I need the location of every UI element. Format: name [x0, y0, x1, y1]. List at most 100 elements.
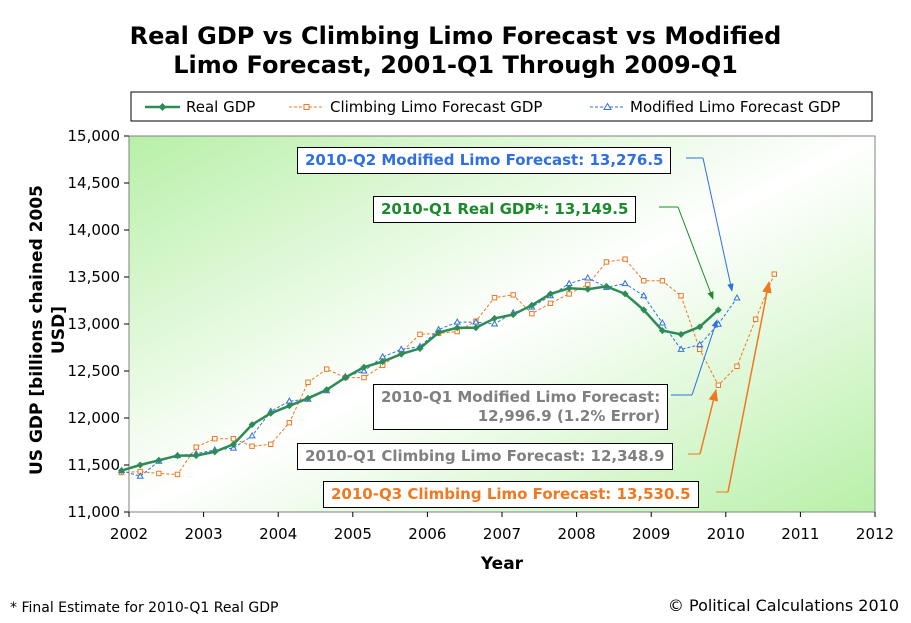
point-modified	[640, 291, 648, 299]
point-real	[640, 306, 648, 314]
point-real	[416, 344, 424, 352]
y-axis: 11,000 11,500 12,000 12,500 13,000 13,500 14,0…	[68, 127, 129, 521]
legend-label-real: Real GDP	[186, 98, 255, 116]
point-real	[435, 328, 443, 336]
point-climbing	[771, 271, 777, 277]
point-climbing	[491, 294, 498, 301]
point-real	[155, 456, 163, 464]
point-climbing	[696, 346, 703, 353]
point-climbing	[230, 435, 237, 442]
point-climbing	[752, 316, 759, 323]
legend-real: Real GDP	[145, 98, 255, 116]
credit: © Political Calculations 2010	[667, 596, 899, 615]
point-real	[229, 440, 237, 448]
y-tick-label: 13,500	[68, 268, 121, 286]
arrow-mod-q2-tip	[702, 157, 734, 292]
point-real	[192, 452, 200, 460]
x-axis: 2002 2003 2004 2005 2006 2007 2008 2009 2010 2011…	[110, 512, 894, 543]
y-tick-label: 13,000	[68, 315, 121, 333]
point-modified	[248, 431, 256, 439]
x-tick-label: 2012	[856, 525, 894, 543]
arrow-climb-q1-tip	[699, 388, 719, 455]
point-climbing	[510, 292, 516, 298]
annotation-arrows	[659, 157, 772, 493]
y-axis-title: US GDP [billions chained 2005 USD]	[27, 185, 69, 475]
series-group	[117, 256, 777, 479]
y-axis-title-line1: US GDP [billions chained 2005	[27, 185, 47, 475]
point-real	[584, 285, 592, 293]
legend-modified: Modified Limo Forecast GDP	[590, 98, 840, 116]
point-real	[453, 324, 461, 332]
chart-title-line2: Limo Forecast, 2001-Q1 Through 2009-Q1	[173, 51, 738, 79]
point-climbing	[547, 300, 554, 307]
annotation-mod-q1: 2010-Q1 Modified Limo Forecast: 12,996.9…	[373, 384, 669, 430]
point-climbing	[715, 382, 722, 388]
point-climbing	[286, 420, 293, 426]
series-line-climbing	[121, 258, 775, 475]
legend-label-modified: Modified Limo Forecast GDP	[630, 98, 840, 116]
x-tick-label: 2007	[483, 525, 521, 543]
x-tick-label: 2011	[781, 525, 819, 543]
point-modified	[584, 273, 592, 281]
point-real	[267, 409, 275, 417]
point-real	[304, 394, 312, 402]
point-climbing	[603, 259, 610, 265]
legend-climbing: Climbing Limo Forecast GDP	[289, 98, 542, 116]
point-climbing	[212, 435, 218, 442]
x-tick-label: 2008	[558, 525, 596, 543]
y-axis-title-line2: USD]	[49, 306, 69, 354]
point-real	[285, 402, 293, 410]
point-climbing	[268, 441, 274, 448]
x-tick-label: 2006	[408, 525, 446, 543]
point-modified	[136, 472, 144, 479]
point-real	[621, 290, 629, 298]
point-climbing	[249, 443, 255, 449]
y-tick-label: 12,500	[68, 362, 121, 380]
chart-title: Real GDP vs Climbing Limo Forecast vs Mo…	[0, 22, 911, 80]
point-climbing	[529, 310, 535, 317]
x-tick-label: 2004	[259, 525, 297, 543]
point-real	[360, 363, 368, 371]
point-real	[714, 306, 722, 314]
x-tick-label: 2002	[110, 525, 148, 543]
y-tick-label: 11,000	[68, 503, 121, 521]
point-modified	[696, 340, 704, 348]
x-tick-label: 2009	[632, 525, 670, 543]
chart-title-line1: Real GDP vs Climbing Limo Forecast vs Mo…	[129, 22, 782, 50]
point-modified	[677, 345, 685, 352]
point-real	[602, 282, 610, 290]
annotation-mod-q2: 2010-Q2 Modified Limo Forecast: 13,276.5	[297, 147, 672, 174]
point-real	[528, 301, 536, 309]
point-climbing	[323, 366, 330, 372]
point-real	[211, 448, 219, 456]
point-real	[658, 327, 666, 335]
point-real	[379, 358, 387, 366]
point-real	[565, 284, 573, 292]
legend-label-climbing: Climbing Limo Forecast GDP	[330, 98, 542, 116]
y-tick-label: 12,000	[68, 409, 121, 427]
annotation-real-q1: 2010-Q1 Real GDP*: 13,149.5	[373, 196, 637, 223]
arrow-mod-q1-tip	[691, 319, 718, 396]
point-real	[546, 290, 554, 298]
arrow-real-q1-tip	[677, 206, 714, 300]
point-real	[118, 467, 126, 475]
point-climbing	[156, 470, 162, 477]
y-tick-label: 14,500	[68, 174, 121, 192]
y-tick-label: 15,000	[68, 127, 121, 145]
arrow-climb-q3-tip	[727, 280, 772, 493]
annotation-mod-q1-line1: 2010-Q1 Modified Limo Forecast:	[381, 388, 661, 406]
point-real	[323, 386, 331, 394]
annotation-climb-q1: 2010-Q1 Climbing Limo Forecast: 12,348.9	[297, 443, 673, 470]
point-real	[136, 461, 144, 469]
point-real	[696, 323, 704, 331]
point-modified	[621, 279, 629, 287]
point-modified	[490, 319, 499, 327]
point-real	[397, 350, 405, 358]
point-modified	[658, 319, 667, 326]
point-climbing	[193, 444, 199, 450]
point-real	[677, 330, 685, 338]
point-modified	[472, 318, 480, 325]
point-modified	[453, 318, 461, 325]
point-climbing	[678, 293, 684, 299]
